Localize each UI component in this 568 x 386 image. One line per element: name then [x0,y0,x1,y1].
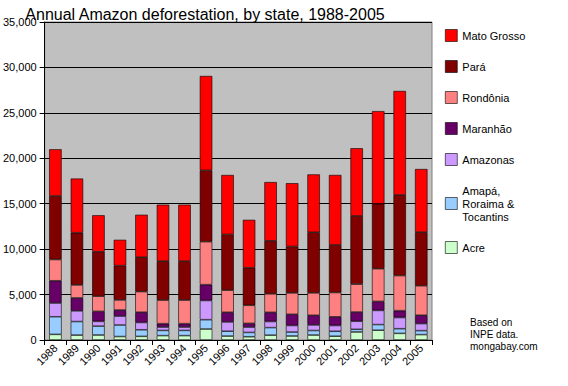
svg-text:Tocantins: Tocantins [462,211,509,223]
svg-text:Acre: Acre [462,242,485,254]
svg-text:2001: 2001 [314,342,340,368]
svg-text:mongabay.com: mongabay.com [470,341,538,352]
svg-text:0: 0 [31,334,37,346]
svg-text:35,000: 35,000 [3,16,37,28]
svg-text:5,000: 5,000 [9,289,37,301]
svg-text:Maranhão: Maranhão [462,123,512,135]
svg-text:2004: 2004 [378,342,404,368]
svg-text:2003: 2003 [357,342,383,368]
svg-text:2005: 2005 [400,342,426,368]
svg-text:Pará: Pará [462,61,486,73]
svg-text:2000: 2000 [292,342,318,368]
svg-text:30,000: 30,000 [3,61,37,73]
svg-text:1998: 1998 [249,342,275,368]
svg-text:20,000: 20,000 [3,152,37,164]
svg-text:10,000: 10,000 [3,243,37,255]
svg-text:2002: 2002 [335,342,361,368]
svg-text:Rondônia: Rondônia [462,92,510,104]
svg-text:Mato Grosso: Mato Grosso [462,30,525,42]
svg-text:Annual Amazon deforestation, b: Annual Amazon deforestation, by state, 1… [25,6,384,23]
svg-text:1995: 1995 [185,342,211,368]
svg-text:1990: 1990 [77,342,103,368]
svg-text:1988: 1988 [34,342,60,368]
svg-text:1989: 1989 [55,342,81,368]
svg-text:Roraima &: Roraima & [462,198,517,210]
svg-text:INPE data.: INPE data. [470,329,518,340]
svg-text:15,000: 15,000 [3,198,37,210]
svg-text:Amazonas: Amazonas [462,154,514,166]
svg-text:1992: 1992 [120,342,146,368]
svg-text:1996: 1996 [206,342,232,368]
svg-text:Amapá,: Amapá, [462,185,503,197]
svg-text:1991: 1991 [98,342,124,368]
svg-text:1999: 1999 [271,342,297,368]
svg-text:Based on: Based on [470,317,512,328]
svg-text:1997: 1997 [228,342,254,368]
svg-text:25,000: 25,000 [3,107,37,119]
svg-text:1993: 1993 [141,342,167,368]
svg-text:1994: 1994 [163,342,189,368]
